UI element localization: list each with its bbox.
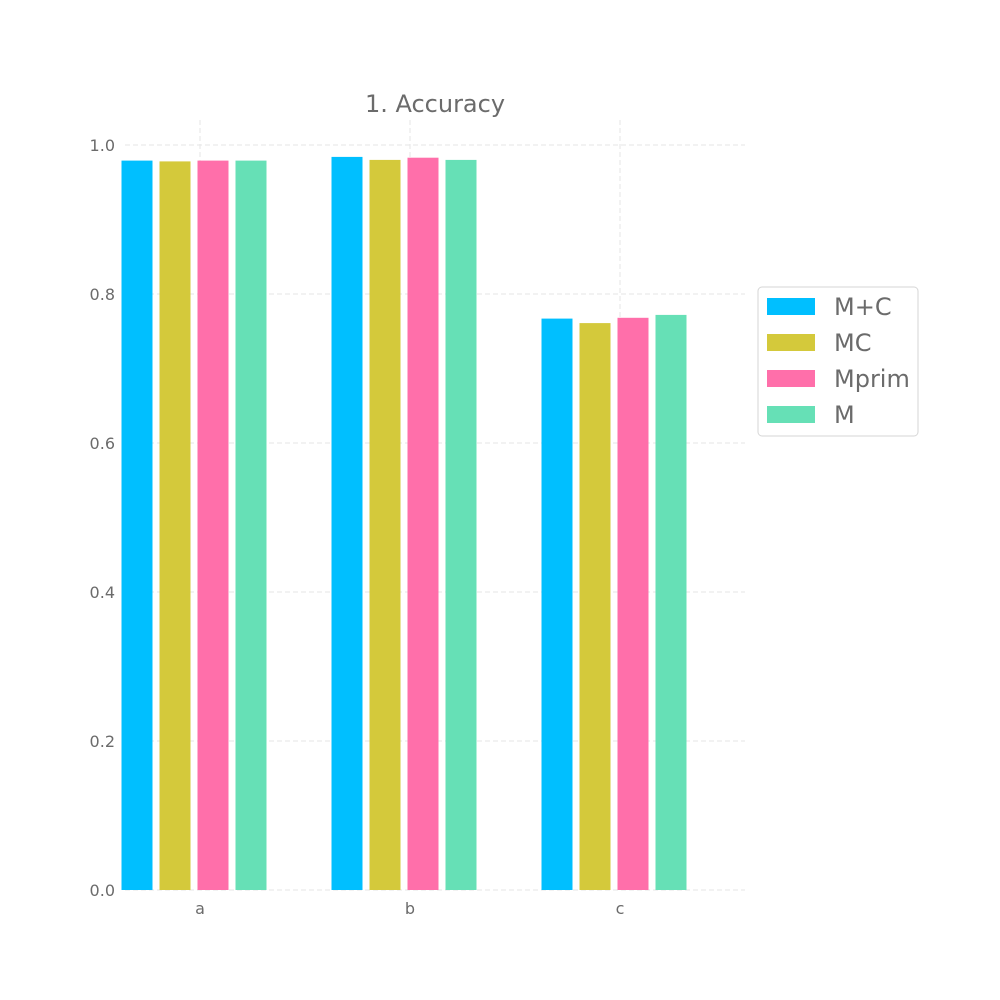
bar: [369, 159, 401, 890]
bar: [121, 160, 153, 891]
chart-title: 1. Accuracy: [365, 90, 505, 118]
bar: [235, 160, 267, 891]
legend-label: M: [834, 401, 855, 429]
bar: [617, 317, 649, 890]
legend-swatch: [767, 370, 815, 387]
bars: [121, 156, 687, 891]
bar: [579, 323, 611, 891]
y-tick-label: 0.4: [90, 583, 115, 602]
legend-frame: [757, 286, 919, 437]
bar: [159, 161, 191, 890]
legend-swatch: [767, 298, 815, 315]
bar: [407, 157, 439, 890]
legend-label: MC: [834, 329, 871, 357]
legend-swatch: [767, 406, 815, 423]
legend-swatch: [767, 334, 815, 351]
legend: M+C MC Mprim M: [757, 286, 919, 437]
y-tick-label: 0.0: [90, 881, 115, 900]
legend-label: Mprim: [834, 365, 910, 393]
x-tick-label: b: [405, 899, 415, 918]
bar: [655, 314, 687, 890]
y-axis-ticks: 0.0 0.2 0.4 0.6 0.8 1.0: [90, 136, 115, 900]
bar: [445, 159, 477, 890]
y-tick-label: 1.0: [90, 136, 115, 155]
bar: [541, 318, 573, 891]
x-tick-label: a: [195, 899, 205, 918]
x-axis-ticks: a b c: [195, 899, 624, 918]
x-tick-label: c: [616, 899, 625, 918]
y-tick-label: 0.8: [90, 285, 115, 304]
bar: [331, 156, 363, 890]
y-tick-label: 0.2: [90, 732, 115, 751]
legend-label: M+C: [834, 293, 892, 321]
bar: [197, 160, 229, 891]
y-tick-label: 0.6: [90, 434, 115, 453]
